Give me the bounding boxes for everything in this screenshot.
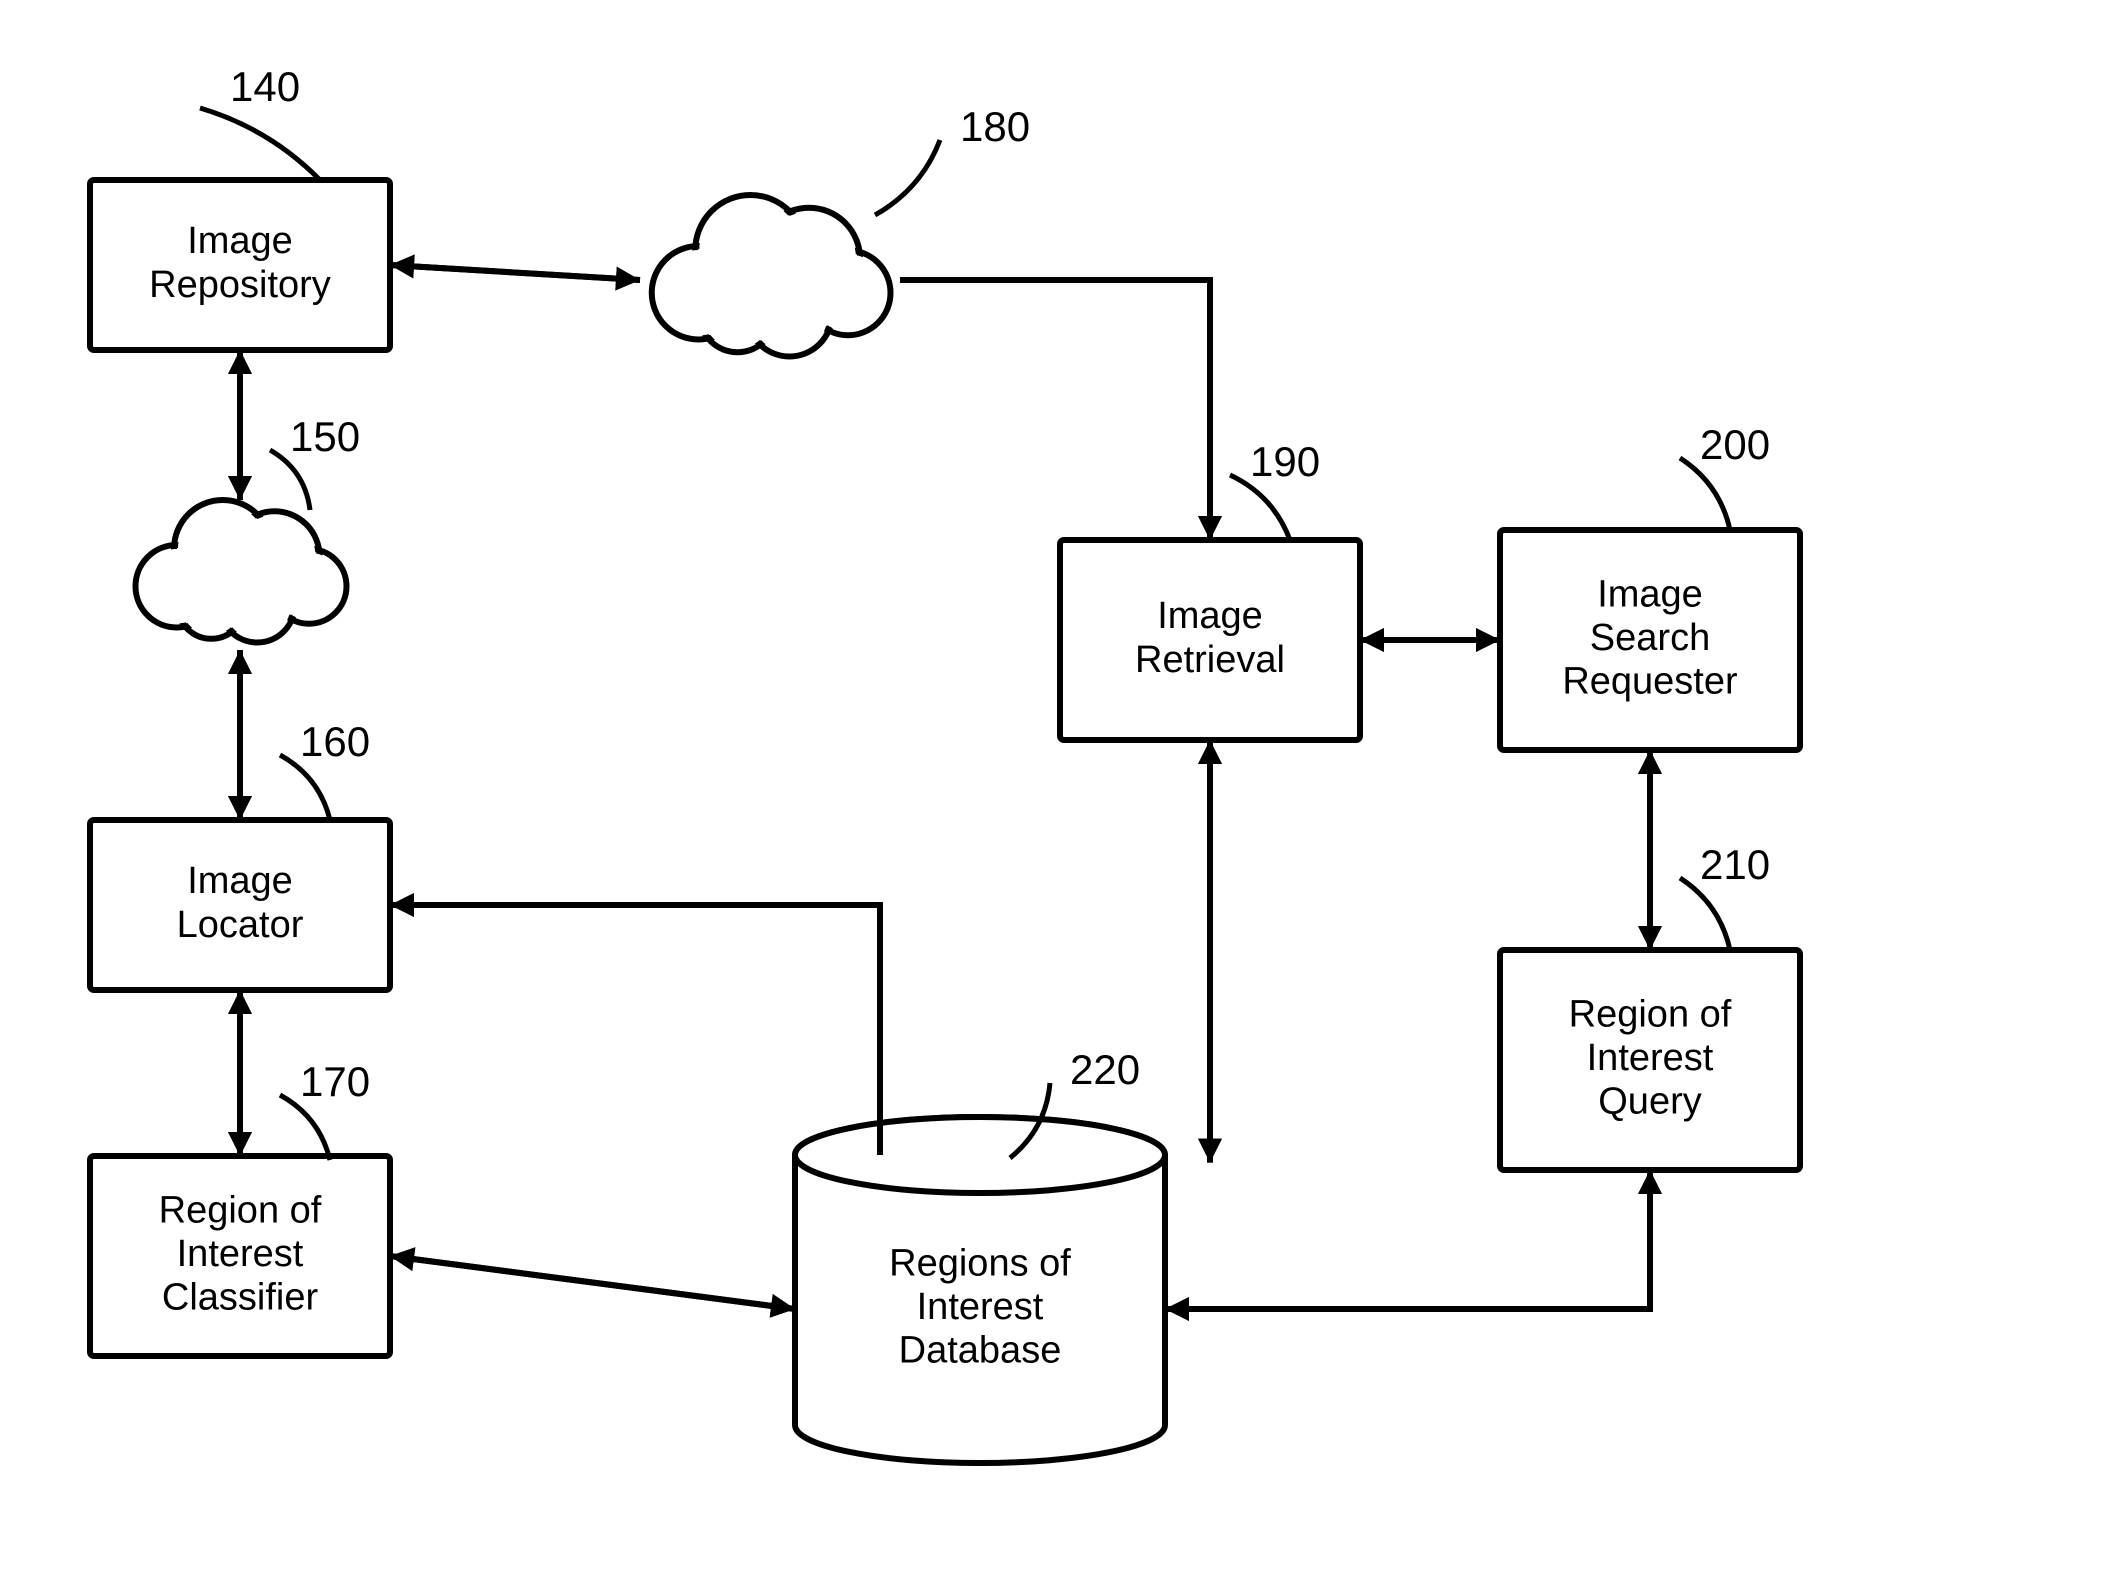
label-n200-line0: Image xyxy=(1597,573,1703,615)
arrowhead-n160-n220-0 xyxy=(390,893,414,917)
leader-n140 xyxy=(200,108,320,180)
arrowhead-n160-n170-1 xyxy=(228,1132,252,1156)
edge-n140-n180 xyxy=(390,265,640,280)
label-n220-line2: Database xyxy=(899,1330,1062,1372)
arrowhead-n140-n180-1 xyxy=(615,267,640,291)
arrowhead-n190-n220-0 xyxy=(1198,740,1222,764)
refnum-n200: 200 xyxy=(1700,421,1770,468)
refnum-n140: 140 xyxy=(230,63,300,110)
arrowhead-n140-n150-0 xyxy=(228,350,252,374)
leader-n180 xyxy=(875,140,940,215)
node-n180 xyxy=(652,195,891,357)
label-n220-line1: Interest xyxy=(917,1286,1044,1328)
edge-n180-n190 xyxy=(900,280,1210,540)
refnum-n170: 170 xyxy=(300,1058,370,1105)
edge-n210-n220 xyxy=(1165,1170,1650,1309)
arrowhead-n190-n220-1 xyxy=(1198,1139,1222,1163)
arrowhead-n140-n150-1 xyxy=(228,476,252,500)
arrowhead-n150-n160-0 xyxy=(228,650,252,674)
refnum-n220: 220 xyxy=(1070,1046,1140,1093)
label-n200-line2: Requester xyxy=(1562,661,1738,703)
leader-n200 xyxy=(1680,458,1730,530)
label-n210-line2: Query xyxy=(1598,1081,1701,1123)
arrowhead-n190-n200-0 xyxy=(1360,628,1384,652)
refnum-n190: 190 xyxy=(1250,438,1320,485)
label-n210-line1: Interest xyxy=(1587,1037,1714,1079)
arrowhead-n200-n210-1 xyxy=(1638,926,1662,950)
arrowhead-n160-n170-0 xyxy=(228,990,252,1014)
label-n210-line0: Region of xyxy=(1569,993,1732,1035)
node-n150 xyxy=(136,500,347,643)
label-n140-line0: Image xyxy=(187,220,293,262)
arrowhead-n180-n190-0 xyxy=(1198,516,1222,540)
label-n160-line1: Locator xyxy=(177,904,304,946)
refnum-n180: 180 xyxy=(960,103,1030,150)
refnum-n160: 160 xyxy=(300,718,370,765)
label-n200-line1: Search xyxy=(1590,617,1710,659)
label-n170-line0: Region of xyxy=(159,1189,322,1231)
arrowhead-n210-n220-0 xyxy=(1638,1170,1662,1194)
label-n170-line1: Interest xyxy=(177,1233,304,1275)
node-n220-lid xyxy=(795,1117,1165,1155)
label-n220-line0: Regions of xyxy=(889,1242,1071,1284)
edge-n160-n220 xyxy=(390,905,880,1155)
refnum-n150: 150 xyxy=(290,413,360,460)
refnum-n210: 210 xyxy=(1700,841,1770,888)
edge-n180-n190 xyxy=(900,280,1210,540)
arrowhead-n190-n200-1 xyxy=(1476,628,1500,652)
diagram-canvas: ImageRepositoryImageLocatorRegion ofInte… xyxy=(0,0,2110,1588)
edge-n210-n220 xyxy=(1165,1170,1650,1309)
arrowhead-n210-n220-1 xyxy=(1165,1297,1189,1321)
label-n170-line2: Classifier xyxy=(162,1277,319,1319)
edge-n160-n220 xyxy=(390,905,880,1155)
arrowhead-n200-n210-0 xyxy=(1638,750,1662,774)
label-n190-line1: Retrieval xyxy=(1135,639,1285,681)
label-n160-line0: Image xyxy=(187,860,293,902)
label-n190-line0: Image xyxy=(1157,595,1263,637)
arrowhead-n140-n180-0 xyxy=(390,254,415,278)
edge-n170-n220 xyxy=(390,1256,795,1309)
label-n140-line1: Repository xyxy=(149,264,331,306)
arrowhead-n150-n160-1 xyxy=(228,796,252,820)
leader-n210 xyxy=(1680,878,1730,950)
